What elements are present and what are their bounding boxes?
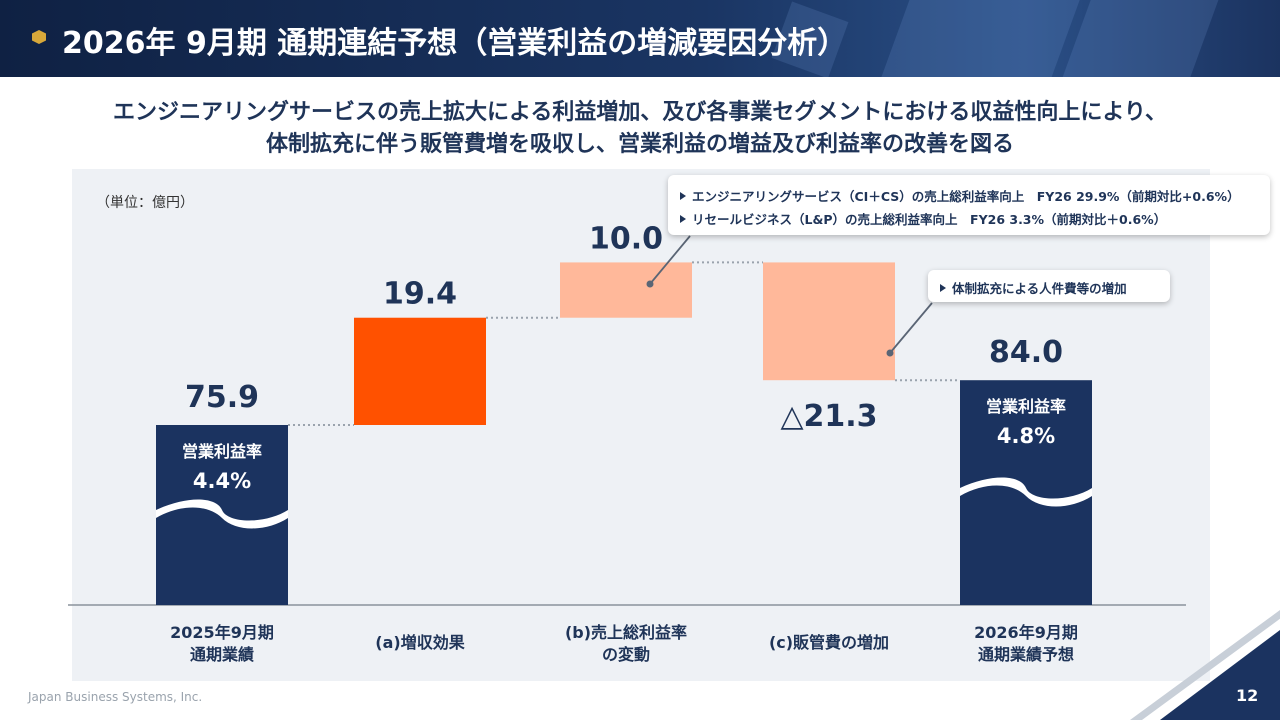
category-label-2: (b)売上総利益率の変動 — [565, 623, 687, 664]
callout-sga: 体制拡充による人件費等の増加 — [928, 270, 1170, 302]
unit-label: （単位：億円） — [96, 195, 194, 211]
bar-step-2 — [560, 262, 692, 318]
callout-pointer-dot-icon — [886, 349, 894, 357]
margin-value-4: 4.8% — [997, 424, 1055, 448]
bar-step-3 — [763, 262, 895, 381]
category-label-3: (c)販管費の増加 — [769, 633, 889, 652]
triangle-bullet-icon — [680, 215, 686, 223]
page-number: 12 — [1236, 686, 1259, 705]
subtitle-line-1: エンジニアリングサービスの売上拡大による利益増加、及び各事業セグメントにおける収… — [112, 100, 1168, 125]
category-label-4: 2026年9月期通期業績予想 — [974, 623, 1078, 664]
category-label-1: (a)増収効果 — [375, 633, 464, 652]
callout-gross-margin: エンジニアリングサービス（CI＋CS）の売上総利益率向上 FY26 29.9%（… — [668, 175, 1270, 235]
axis-break-wave-icon — [960, 477, 1092, 507]
title-bullet-icon — [32, 30, 46, 44]
margin-label-4: 営業利益率 — [986, 397, 1066, 416]
axis-break-wave-icon — [156, 499, 288, 529]
company-name: Japan Business Systems, Inc. — [28, 690, 203, 704]
data-label-4: 84.0 — [989, 335, 1063, 370]
triangle-bullet-icon — [680, 192, 686, 200]
callout-sga-line: 体制拡充による人件費等の増加 — [940, 278, 1127, 297]
data-label-1: 19.4 — [383, 277, 457, 312]
callout-gross-margin-line-1: エンジニアリングサービス（CI＋CS）の売上総利益率向上 FY26 29.9%（… — [680, 186, 1240, 205]
bar-step-1 — [354, 317, 486, 425]
data-label-0: 75.9 — [185, 380, 259, 415]
callout-pointer-dot-icon — [646, 280, 654, 288]
subtitle-line-2: 体制拡充に伴う販管費増を吸収し、営業利益の増益及び利益率の改善を図る — [265, 132, 1014, 157]
margin-label-0: 営業利益率 — [182, 442, 262, 461]
category-label-0: 2025年9月期通期業績 — [170, 623, 274, 664]
slide-header: 2026年 9月期 通期連結予想（営業利益の増減要因分析） — [0, 0, 1280, 77]
data-label-3: △21.3 — [780, 399, 877, 434]
callout-pointer-sga — [889, 302, 933, 354]
page-title: 2026年 9月期 通期連結予想（営業利益の増減要因分析） — [62, 26, 848, 61]
triangle-bullet-icon — [940, 284, 946, 292]
callout-pointer-gross-margin — [649, 235, 691, 285]
data-label-2: 10.0 — [589, 221, 663, 256]
callout-gross-margin-line-2: リセールビジネス（L&P）の売上総利益率向上 FY26 3.3%（前期対比＋0.… — [680, 209, 1166, 228]
margin-value-0: 4.4% — [193, 469, 251, 493]
